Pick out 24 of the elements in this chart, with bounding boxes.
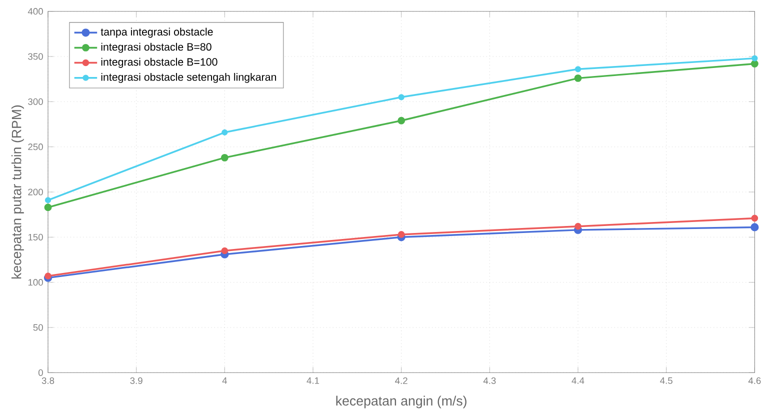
x-tick-label: 4.1 xyxy=(306,377,320,384)
y-tick-label: 150 xyxy=(28,234,43,240)
y-tick-label: 50 xyxy=(33,324,43,331)
y-tick-label: 0 xyxy=(38,369,43,376)
x-tick-label: 4.2 xyxy=(395,377,408,384)
x-tick-label: 3.9 xyxy=(130,377,142,384)
y-tick-label: 250 xyxy=(28,144,43,150)
y-axis-title: kecepatan putar turbin (RPM) xyxy=(11,105,24,279)
y-tick-label: 300 xyxy=(28,98,43,105)
legend-label: tanpa integrasi obstacle xyxy=(100,28,213,38)
y-tick-label: 350 xyxy=(28,53,43,60)
y-tick-label: 100 xyxy=(28,279,43,286)
legend-label: integrasi obstacle B=100 xyxy=(101,58,218,68)
legend-label: integrasi obstacle B=80 xyxy=(101,42,212,53)
x-tick-label: 4.5 xyxy=(660,377,672,384)
x-tick-label: 4 xyxy=(222,377,227,384)
x-tick-label: 3.8 xyxy=(42,377,54,384)
x-tick-label: 4.3 xyxy=(483,377,496,384)
x-tick-label: 4.4 xyxy=(572,377,584,384)
x-axis-title: kecepatan angin (m/s) xyxy=(336,396,466,408)
x-tick-label: 4.6 xyxy=(748,377,761,384)
y-tick-label: 200 xyxy=(28,188,43,196)
y-tick-label: 400 xyxy=(28,8,43,15)
legend-label: integrasi obstacle setengah lingkaran xyxy=(101,72,276,83)
